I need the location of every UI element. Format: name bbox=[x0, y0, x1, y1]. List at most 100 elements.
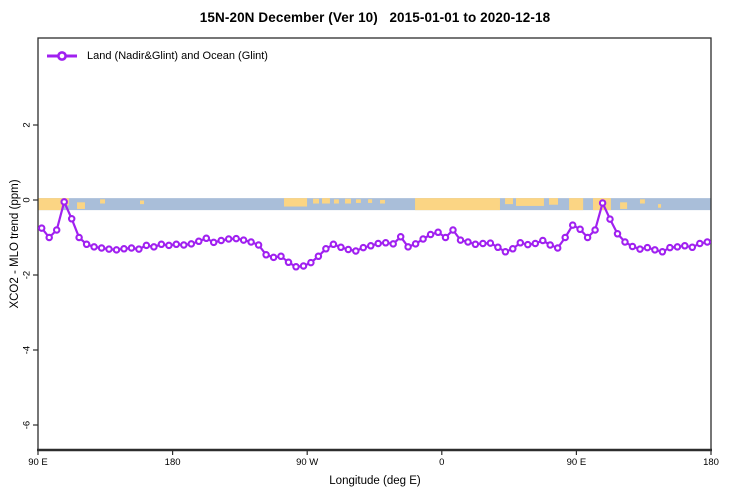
data-point-marker bbox=[52, 226, 61, 234]
data-point-marker bbox=[531, 239, 540, 248]
data-point-marker bbox=[90, 243, 98, 251]
data-point-marker bbox=[411, 240, 420, 248]
data-point-marker bbox=[613, 230, 622, 238]
data-point-marker bbox=[322, 245, 330, 253]
data-point-marker bbox=[172, 240, 181, 249]
y-tick-label: 2 bbox=[21, 122, 33, 128]
data-point-marker bbox=[696, 239, 704, 248]
data-point-marker bbox=[591, 226, 599, 234]
map-band-land-patch bbox=[77, 202, 85, 209]
data-point-marker bbox=[643, 243, 652, 252]
data-point-marker bbox=[367, 242, 375, 250]
data-point-marker bbox=[568, 221, 577, 229]
data-point-marker bbox=[112, 246, 121, 254]
data-point-marker bbox=[546, 241, 554, 249]
data-point-marker bbox=[180, 241, 188, 249]
data-point-marker bbox=[232, 234, 240, 243]
map-band-land-patch bbox=[549, 198, 559, 205]
map-band-land-patch bbox=[515, 198, 544, 206]
data-point-marker bbox=[434, 228, 442, 237]
map-band-land-patch bbox=[322, 198, 330, 204]
data-point-marker bbox=[524, 240, 532, 249]
data-point-marker bbox=[195, 237, 203, 246]
data-point-marker bbox=[666, 243, 674, 252]
series-line bbox=[40, 200, 709, 268]
data-point-marker bbox=[576, 225, 584, 234]
data-point-marker bbox=[284, 258, 293, 267]
data-point-marker bbox=[150, 243, 158, 251]
chart-title: 15N-20N December (Ver 10) 2015-01-01 to … bbox=[199, 10, 551, 25]
x-tick-label: 90 E bbox=[566, 457, 587, 468]
map-band-land-patch bbox=[620, 202, 628, 209]
data-point-marker bbox=[60, 198, 68, 206]
x-tick-label: 180 bbox=[164, 457, 181, 468]
data-point-marker bbox=[479, 239, 487, 248]
data-point-marker bbox=[606, 215, 614, 223]
map-band-land-patch bbox=[368, 199, 373, 203]
data-point-marker bbox=[142, 241, 151, 250]
data-point-marker bbox=[501, 248, 510, 256]
data-point-marker bbox=[456, 236, 465, 244]
data-point-marker bbox=[254, 241, 263, 249]
data-point-marker bbox=[419, 235, 427, 243]
data-point-marker bbox=[509, 245, 517, 253]
data-point-marker bbox=[299, 262, 308, 270]
data-point-marker bbox=[105, 245, 113, 253]
data-point-marker bbox=[82, 240, 91, 249]
data-point-marker bbox=[404, 243, 412, 251]
x-tick-label: 90 E bbox=[28, 457, 48, 468]
data-point-marker bbox=[688, 243, 697, 252]
y-axis-title: XCO2 - MLO trend (ppm) bbox=[9, 179, 21, 309]
data-point-marker bbox=[494, 243, 502, 252]
data-point-marker bbox=[561, 233, 569, 242]
data-point-marker bbox=[449, 226, 457, 234]
data-point-marker bbox=[381, 239, 390, 247]
map-band-land-patch bbox=[415, 198, 500, 211]
map-band-land-patch bbox=[658, 204, 662, 208]
x-tick-label: 180 bbox=[703, 457, 719, 468]
data-point-marker bbox=[658, 248, 667, 256]
map-band-land-patch bbox=[345, 198, 352, 204]
data-point-marker bbox=[224, 235, 233, 243]
data-point-marker bbox=[75, 233, 83, 242]
map-band-land-patch bbox=[313, 198, 320, 204]
data-point-marker bbox=[127, 244, 136, 252]
y-tick-label: -6 bbox=[21, 420, 33, 430]
data-point-marker bbox=[307, 258, 315, 267]
data-point-marker bbox=[583, 233, 592, 242]
data-point-marker bbox=[165, 241, 173, 250]
x-tick-label: 0 bbox=[439, 457, 445, 468]
data-point-marker bbox=[703, 238, 712, 246]
map-band-land-patch bbox=[333, 199, 339, 204]
data-point-marker bbox=[314, 252, 323, 261]
data-point-marker bbox=[621, 238, 629, 246]
map-band-land-patch bbox=[139, 200, 145, 205]
map-band-land-patch bbox=[569, 198, 584, 211]
data-point-marker bbox=[292, 263, 300, 271]
map-band-land-patch bbox=[639, 199, 645, 204]
data-point-marker bbox=[539, 236, 547, 245]
data-point-marker bbox=[486, 239, 495, 247]
map-band-land-patch bbox=[100, 199, 106, 204]
data-point-marker bbox=[598, 199, 607, 207]
map-band-land-patch bbox=[38, 198, 62, 211]
legend-label: Land (Nadir&Glint) and Ocean (Glint) bbox=[87, 50, 268, 62]
data-point-marker bbox=[553, 244, 562, 252]
data-point-marker bbox=[45, 233, 53, 242]
data-point-marker bbox=[120, 245, 128, 253]
data-point-marker bbox=[67, 215, 76, 223]
y-tick-label: -2 bbox=[21, 270, 33, 280]
data-point-marker bbox=[209, 238, 218, 247]
data-point-marker bbox=[217, 236, 225, 245]
y-tick-label: 0 bbox=[21, 197, 33, 203]
data-point-marker bbox=[135, 245, 143, 253]
data-point-marker bbox=[37, 224, 46, 232]
data-point-marker bbox=[441, 233, 450, 242]
data-point-marker bbox=[651, 246, 659, 254]
data-point-marker bbox=[269, 253, 278, 262]
map-band-land-patch bbox=[505, 198, 513, 205]
data-point-marker bbox=[389, 240, 397, 248]
data-point-marker bbox=[471, 240, 480, 249]
x-axis-title: Longitude (deg E) bbox=[329, 475, 421, 487]
